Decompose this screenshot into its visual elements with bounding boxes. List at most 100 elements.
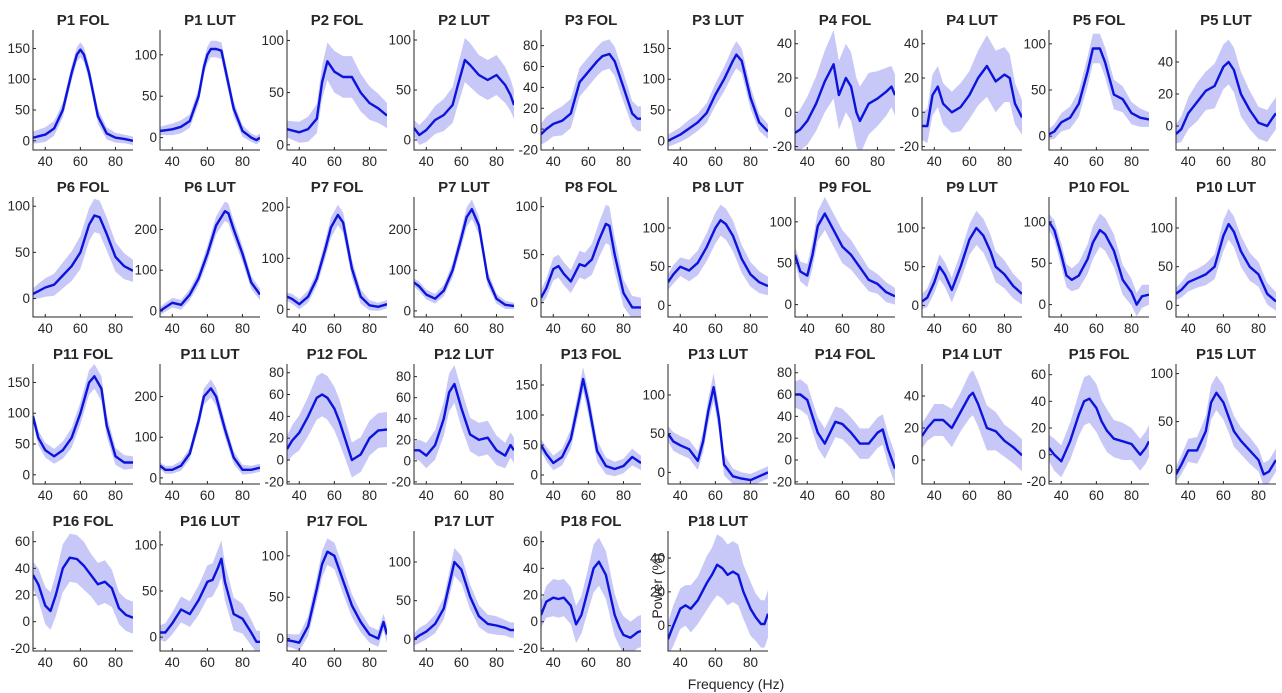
x-tick-label: 40 xyxy=(1054,321,1069,336)
y-tick-label: 0 xyxy=(1165,462,1173,477)
y-tick-label: 50 xyxy=(1158,259,1173,274)
y-tick-label: 0 xyxy=(1165,119,1173,134)
y-tick-label: 40 xyxy=(523,80,538,95)
x-tick-label: 40 xyxy=(419,154,434,169)
band-area xyxy=(287,42,387,143)
x-tick-label: 80 xyxy=(870,488,885,503)
series-line xyxy=(1176,222,1276,303)
x-tick-label: 60 xyxy=(835,321,850,336)
x-tick-label: 80 xyxy=(997,154,1012,169)
y-tick-label: 0 xyxy=(1038,447,1046,462)
x-tick-label: 80 xyxy=(743,154,758,169)
subplot-p13-fol: 0 50 100 150 40 60 80 P13 FOL xyxy=(515,346,641,503)
x-tick-label: 60 xyxy=(200,321,215,336)
subplot-p3-fol: -20 0 20 40 60 80 40 60 80 P3 FOL xyxy=(518,12,641,169)
x-tick-label: 60 xyxy=(1089,154,1104,169)
y-tick-label: 100 xyxy=(1150,220,1173,235)
axis-lines xyxy=(32,364,133,485)
series-line xyxy=(668,386,768,482)
x-tick-label: 40 xyxy=(546,655,561,670)
band-area xyxy=(668,373,768,484)
series-line xyxy=(922,226,1022,303)
y-tick-label: 0 xyxy=(403,133,411,148)
band-area xyxy=(287,204,387,311)
x-tick-label: 60 xyxy=(327,488,342,503)
y-tick-label: 100 xyxy=(134,537,157,552)
axis-lines xyxy=(286,531,387,652)
subplot-p18-fol: -20 0 20 40 60 40 60 80 P18 FOL xyxy=(518,513,641,670)
series-line xyxy=(795,393,895,470)
x-tick-label: 80 xyxy=(616,655,631,670)
y-tick-label: 100 xyxy=(261,251,284,266)
y-tick-label: 40 xyxy=(1031,394,1046,409)
x-tick-label: 60 xyxy=(581,655,596,670)
series-line xyxy=(33,214,133,295)
subplot-title: P14 LUT xyxy=(942,346,1002,363)
y-tick-label: 100 xyxy=(896,220,919,235)
series-line xyxy=(287,213,387,308)
x-tick-label: 40 xyxy=(1054,488,1069,503)
y-tick-label: -20 xyxy=(518,143,538,158)
band-area xyxy=(668,204,768,296)
axis-lines xyxy=(413,531,514,652)
series-line xyxy=(1176,391,1276,476)
series-line xyxy=(414,382,514,457)
y-tick-label: 100 xyxy=(1023,36,1046,51)
subplot-title: P12 LUT xyxy=(434,346,494,363)
x-tick-label: 40 xyxy=(38,321,53,336)
x-tick-label: 80 xyxy=(1124,321,1139,336)
x-tick-label: 40 xyxy=(546,154,561,169)
x-tick-label: 80 xyxy=(235,321,250,336)
axis-lines xyxy=(32,197,133,318)
x-tick-label: 60 xyxy=(962,154,977,169)
y-tick-label: 50 xyxy=(15,245,30,260)
y-tick-label: 0 xyxy=(784,297,792,312)
axis-lines xyxy=(286,197,387,318)
y-tick-label: 0 xyxy=(657,465,665,480)
series-line xyxy=(541,222,641,309)
y-tick-label: 100 xyxy=(642,72,665,87)
y-tick-label: 40 xyxy=(777,36,792,51)
band-area xyxy=(414,548,514,646)
subplot-p7-fol: 0 100 200 40 60 80 P7 FOL xyxy=(261,179,387,336)
y-tick-label: 0 xyxy=(1038,297,1046,312)
y-tick-label: 0 xyxy=(911,105,919,120)
subplot-title: P17 FOL xyxy=(307,513,368,530)
x-tick-label: 80 xyxy=(1124,488,1139,503)
subplot-title: P16 FOL xyxy=(53,513,114,530)
y-tick-label: 20 xyxy=(777,71,792,86)
subplot-title: P3 LUT xyxy=(692,12,744,29)
subplot-p2-fol: 0 50 100 40 60 80 P2 FOL xyxy=(261,12,387,169)
y-tick-label: 50 xyxy=(15,437,30,452)
x-tick-label: 80 xyxy=(997,488,1012,503)
y-tick-label: 20 xyxy=(523,101,538,116)
y-tick-label: 60 xyxy=(1031,367,1046,382)
y-tick-label: 20 xyxy=(904,71,919,86)
subplot-title: P7 LUT xyxy=(438,179,490,196)
y-tick-label: 20 xyxy=(15,588,30,603)
y-tick-label: 0 xyxy=(530,122,538,137)
series-line xyxy=(541,52,641,136)
y-tick-label: 0 xyxy=(276,302,284,317)
axis-lines xyxy=(1175,197,1276,318)
x-tick-label: 80 xyxy=(108,321,123,336)
y-tick-label: 0 xyxy=(911,298,919,313)
subplot-title: P5 LUT xyxy=(1200,12,1252,29)
subplot-p15-lut: 0 50 100 40 60 80 P15 LUT xyxy=(1150,346,1276,503)
y-tick-label: 0 xyxy=(149,130,157,145)
axis-lines xyxy=(921,364,1022,485)
x-tick-label: 40 xyxy=(1181,488,1196,503)
y-tick-label: 0 xyxy=(149,630,157,645)
y-tick-label: 50 xyxy=(142,584,157,599)
subplot-title: P1 LUT xyxy=(184,12,236,29)
band-area xyxy=(795,379,895,484)
y-tick-label: 0 xyxy=(657,298,665,313)
x-tick-label: 60 xyxy=(581,321,596,336)
band-area xyxy=(668,41,768,147)
x-tick-label: 40 xyxy=(165,321,180,336)
y-tick-label: 50 xyxy=(650,259,665,274)
subplot-p14-lut: 0 20 40 40 60 80 P14 LUT xyxy=(904,346,1022,503)
x-tick-label: 60 xyxy=(1089,488,1104,503)
x-tick-label: 80 xyxy=(870,321,885,336)
y-tick-label: 40 xyxy=(1158,55,1173,70)
